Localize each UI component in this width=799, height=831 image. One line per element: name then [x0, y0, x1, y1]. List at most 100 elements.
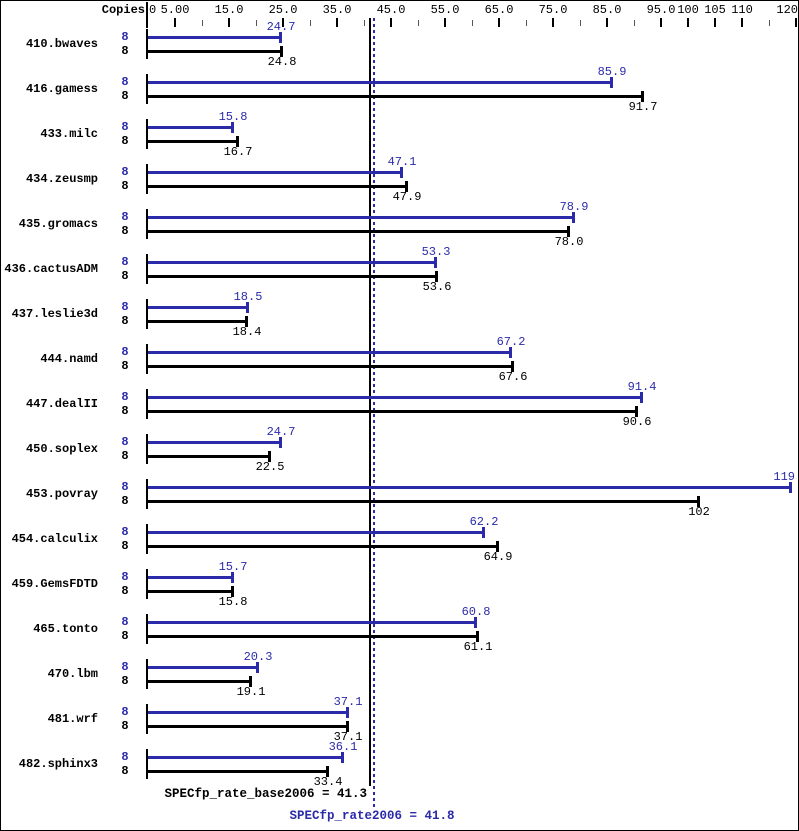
copies-value-peak: 8: [121, 390, 129, 404]
copies-value-peak: 8: [121, 165, 129, 179]
bar-cap-base: [346, 721, 349, 732]
copies-value-peak: 8: [121, 525, 129, 539]
bar-cap-peak: [640, 392, 643, 403]
bar-base: [148, 545, 498, 548]
benchmark-name: 482.sphinx3: [18, 757, 98, 771]
value-label-base: 47.9: [392, 190, 422, 204]
bar-peak: [148, 306, 248, 309]
bar-cap-peak: [279, 437, 282, 448]
axis-tick-label: 105: [704, 3, 726, 17]
bar-cap-peak: [509, 347, 512, 358]
axis-tick-label: 55.0: [430, 3, 460, 17]
axis-major-tick: [552, 18, 554, 27]
bar-group-baseline: [146, 479, 148, 509]
copies-value-peak: 8: [121, 30, 129, 44]
value-label-peak: 62.2: [469, 515, 499, 529]
copies-value-base: 8: [121, 764, 129, 778]
value-label-peak: 36.1: [328, 740, 358, 754]
copies-value-base: 8: [121, 269, 129, 283]
bar-peak: [148, 441, 281, 444]
axis-major-tick: [228, 18, 230, 27]
bar-cap-base: [435, 271, 438, 282]
bar-base: [148, 770, 328, 773]
bar-cap-peak: [789, 482, 792, 493]
bar-base: [148, 455, 270, 458]
axis-minor-tick: [310, 20, 311, 26]
copies-value-peak: 8: [121, 210, 129, 224]
benchmark-name: 410.bwaves: [25, 37, 98, 51]
copies-value-peak: 8: [121, 750, 129, 764]
value-label-base: 33.4: [313, 775, 343, 789]
axis-minor-tick: [202, 20, 203, 26]
copies-value-base: 8: [121, 584, 129, 598]
value-label-base: 19.1: [236, 685, 266, 699]
copies-value-base: 8: [121, 359, 129, 373]
bar-peak: [148, 216, 574, 219]
copies-value-base: 8: [121, 44, 129, 58]
bar-peak: [148, 36, 281, 39]
bar-group-baseline: [146, 569, 148, 599]
benchmark-name: 470.lbm: [47, 667, 98, 681]
copies-column-header: Copies: [101, 3, 145, 17]
axis-tick-label: 85.0: [592, 3, 622, 17]
bar-cap-peak: [482, 527, 485, 538]
axis-major-tick: [714, 18, 716, 27]
bar-base: [148, 635, 478, 638]
value-label-base: 24.8: [267, 55, 297, 69]
axis-tick-label: 95.0: [646, 3, 676, 17]
benchmark-name: 435.gromacs: [18, 217, 98, 231]
copies-value-base: 8: [121, 494, 129, 508]
value-label-base: 90.6: [622, 415, 652, 429]
bar-group-baseline: [146, 614, 148, 644]
value-label-base: 15.8: [218, 595, 248, 609]
mean-label-peak: SPECfp_rate2006 = 41.8: [289, 809, 455, 823]
bar-cap-base: [641, 91, 644, 102]
bar-cap-peak: [572, 212, 575, 223]
axis-major-tick: [498, 18, 500, 27]
axis-major-tick: [606, 18, 608, 27]
value-label-base: 53.6: [422, 280, 452, 294]
benchmark-name: 465.tonto: [33, 622, 98, 636]
axis-minor-tick: [526, 20, 527, 26]
bar-cap-base: [567, 226, 570, 237]
copies-value-peak: 8: [121, 120, 129, 134]
bar-cap-base: [496, 541, 499, 552]
value-label-base: 18.4: [232, 325, 262, 339]
bar-group-baseline: [146, 164, 148, 194]
bar-cap-peak: [246, 302, 249, 313]
bar-group-baseline: [146, 659, 148, 689]
bar-base: [148, 365, 513, 368]
benchmark-name: 444.namd: [40, 352, 98, 366]
copies-value-base: 8: [121, 404, 129, 418]
axis-tick-label: 75.0: [538, 3, 568, 17]
value-label-peak: 60.8: [461, 605, 491, 619]
value-label-base: 91.7: [628, 100, 658, 114]
value-label-peak: 53.3: [421, 245, 451, 259]
axis-tick-label: 110: [731, 3, 753, 17]
copies-value-base: 8: [121, 674, 129, 688]
bar-cap-peak: [610, 77, 613, 88]
copies-value-peak: 8: [121, 435, 129, 449]
copies-value-peak: 8: [121, 570, 129, 584]
axis-major-tick: [282, 18, 284, 27]
bar-base: [148, 410, 637, 413]
bar-base: [148, 725, 348, 728]
bar-cap-peak: [474, 617, 477, 628]
bar-group-baseline: [146, 704, 148, 734]
value-label-base: 22.5: [255, 460, 285, 474]
axis-tick-label: 25.0: [268, 3, 298, 17]
x-axis-origin-line: [146, 2, 148, 28]
value-label-peak: 91.4: [627, 380, 657, 394]
bar-group-baseline: [146, 29, 148, 59]
axis-tick-label: 45.0: [376, 3, 406, 17]
copies-value-peak: 8: [121, 255, 129, 269]
axis-major-tick: [444, 18, 446, 27]
bar-peak: [148, 171, 402, 174]
mean-line-base: [369, 18, 371, 786]
copies-value-base: 8: [121, 719, 129, 733]
axis-tick-label-zero: 0: [149, 3, 157, 17]
bar-cap-base: [476, 631, 479, 642]
bar-cap-peak: [231, 572, 234, 583]
bar-peak: [148, 126, 233, 129]
bar-cap-base: [245, 316, 248, 327]
